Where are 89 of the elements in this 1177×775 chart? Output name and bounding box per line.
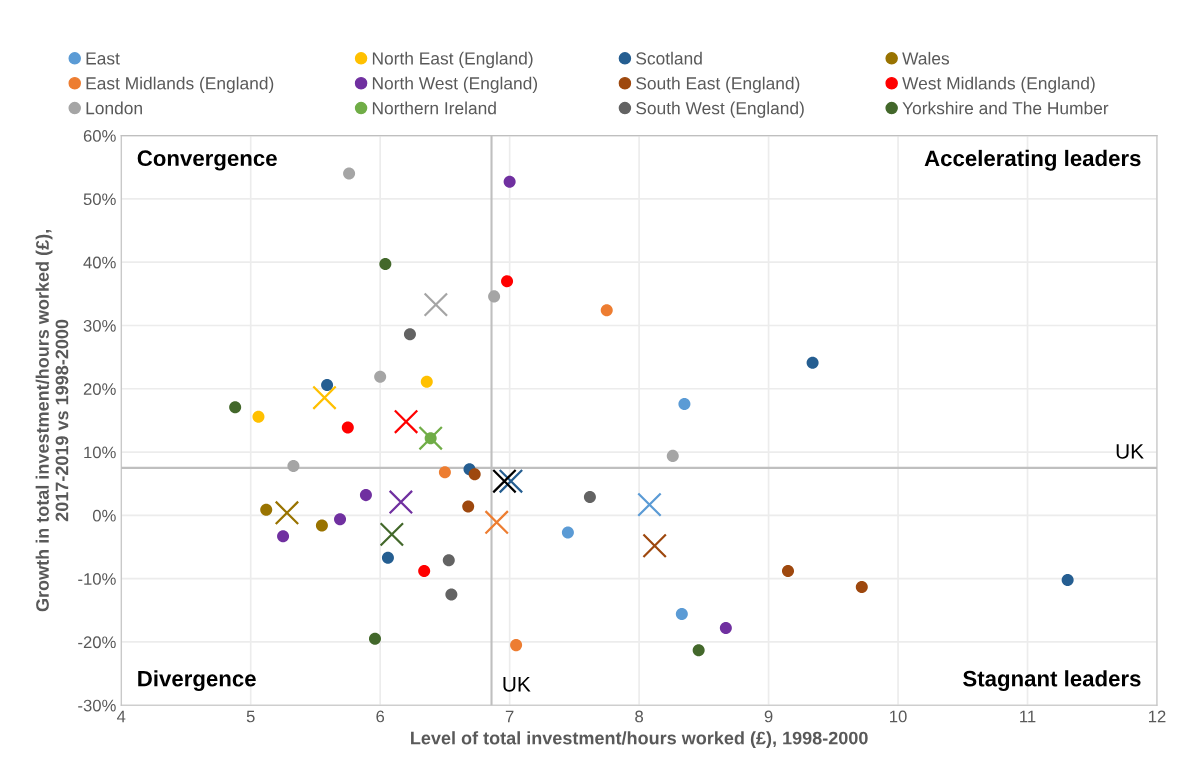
legend-label: North East (England) [372,51,533,69]
y-tick-label: 50% [83,193,116,206]
x-tick-label: 9 [764,710,773,723]
point [510,639,523,652]
point [445,588,458,601]
legend-label: South West (England) [636,101,804,118]
point [287,459,300,473]
point [692,644,705,657]
point [642,533,667,559]
x-tick-label: 7 [505,710,514,723]
legend-label: Northern Ireland [372,101,496,115]
point [503,175,516,188]
legend-label: Scotland [636,51,702,65]
point [806,356,819,369]
y-tick-label: 30% [83,319,116,332]
x-tick-label: 5 [246,710,255,723]
y-tick-label: -30% [78,699,116,712]
point [1061,573,1074,586]
point [492,468,517,494]
point [260,503,273,516]
point [438,466,451,479]
point [252,410,265,423]
legend-label: East Midlands (England) [86,76,274,93]
legend-label: South East (England) [636,76,800,93]
x-tick-label: 6 [376,710,385,723]
point [442,554,455,567]
point [274,500,300,526]
legend-label: North West (England) [372,76,538,93]
legend-label: Yorkshire and The Humber [902,101,1109,115]
point [855,580,868,593]
point [675,608,688,621]
point [374,370,387,383]
point [583,491,596,504]
annotation: Accelerating leaders [924,149,1141,171]
point [561,526,574,539]
point [343,167,356,180]
point [418,565,431,578]
point [229,401,242,414]
point [341,421,354,434]
y-tick-label: -20% [78,636,116,649]
point [468,468,481,481]
y-tick-label: 40% [83,256,116,269]
point [666,449,679,462]
point [484,510,509,535]
point [312,385,337,410]
y-tick-label: 20% [83,383,116,395]
x-tick-label: 12 [1148,710,1166,723]
x-tick-label: 8 [635,710,644,723]
legend-label: Wales [902,51,950,65]
point [637,492,662,517]
legend-label: West Midlands (England) [902,76,1095,93]
y-tick-label: 60% [83,130,116,142]
point [488,290,501,303]
point [403,328,416,341]
point [781,565,795,578]
point [368,632,382,645]
point [498,468,524,494]
point [393,409,419,435]
point [277,530,290,543]
point [334,513,347,526]
x-tick-label: 11 [1020,710,1036,723]
x-tick-label: 10 [890,710,907,723]
point [719,622,732,635]
x-axis-title: Level of total investment/hours worked (£), 1998-2000 [411,731,868,749]
annotation: Divergence [138,670,256,692]
annotation: Stagnant leaders [963,670,1141,692]
legend-label: London [86,101,142,115]
point [423,292,449,317]
ref-line-label: UK [503,677,531,692]
point [379,258,392,271]
point [501,275,514,288]
x-tick-label: 4 [116,710,126,723]
ref-line-label: UK [1116,444,1144,459]
point [420,375,433,388]
point [462,500,475,513]
y-tick-label: -10% [78,573,116,585]
point [678,397,691,410]
y-tick-label: 10% [84,446,116,459]
point [388,489,414,515]
point [381,551,394,564]
y-axis-title: Growth in total investment/hours worked (£), 2017-2019 vs 1998-2000 [35,230,69,612]
point [315,519,328,532]
annotation: Convergence [137,150,277,171]
y-tick-label: 0% [92,509,116,522]
point [359,489,372,502]
legend-label: East [86,52,120,65]
point [321,378,334,392]
point [600,304,613,317]
point [379,522,405,547]
